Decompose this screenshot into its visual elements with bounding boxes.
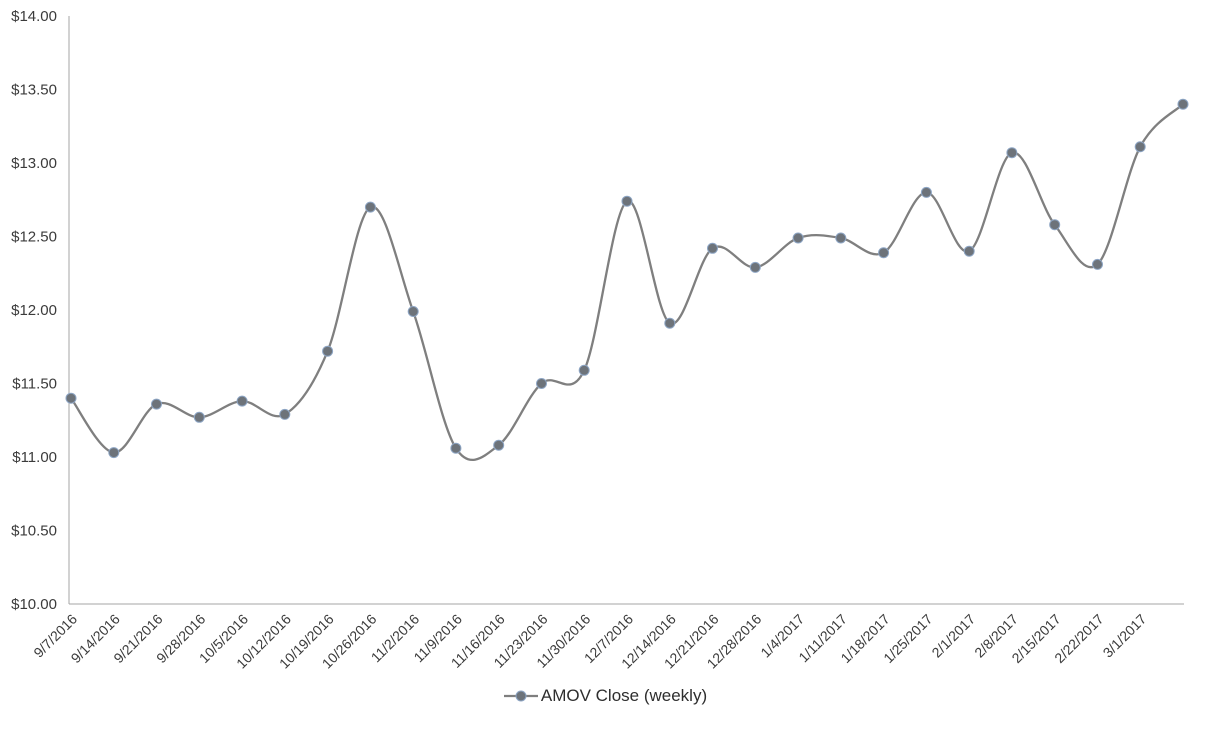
- legend: AMOV Close (weekly): [0, 686, 1210, 706]
- data-point-marker: [493, 439, 505, 451]
- data-point-marker: [65, 392, 77, 404]
- data-point-marker: [108, 447, 120, 459]
- y-tick-label: $11.50: [12, 376, 57, 393]
- y-tick-label: $13.50: [11, 82, 57, 99]
- y-tick-label: $13.00: [11, 155, 57, 172]
- y-tick-label: $12.00: [11, 302, 57, 319]
- data-point-marker: [407, 306, 419, 317]
- data-point-marker: [151, 398, 162, 410]
- data-point-marker: [835, 232, 847, 244]
- data-point-marker: [1049, 219, 1061, 231]
- series-line: [69, 103, 1185, 461]
- data-point-marker: [707, 242, 718, 254]
- data-point-marker: [578, 364, 590, 376]
- x-tick-label: 2/1/2017: [928, 611, 978, 661]
- y-tick-label: $11.00: [12, 449, 57, 466]
- data-point-marker: [193, 411, 205, 423]
- data-point-marker: [963, 245, 975, 257]
- data-point-marker: [279, 408, 291, 420]
- data-point-marker: [450, 442, 462, 454]
- y-tick-label: $10.00: [11, 596, 57, 613]
- data-point-marker: [1006, 147, 1018, 159]
- data-point-marker: [322, 345, 334, 357]
- data-point-marker: [749, 261, 761, 273]
- legend-label: AMOV Close (weekly): [540, 686, 708, 705]
- data-point-marker: [536, 378, 547, 389]
- data-point-marker: [364, 201, 376, 213]
- data-point-marker: [1177, 98, 1189, 110]
- legend-line-marker-icon: [503, 690, 538, 702]
- data-point-marker: [664, 317, 676, 329]
- y-tick-label: $10.50: [11, 523, 57, 540]
- data-point-marker: [792, 232, 804, 244]
- line-chart: $14.00 $13.50 $13.00 $12.50 $12.00 $11.50 $11.…: [11, 8, 1189, 672]
- y-tick-label: $14.00: [11, 8, 57, 25]
- y-tick-label: $12.50: [11, 229, 57, 246]
- data-point-marker: [1092, 258, 1103, 270]
- data-point-marker: [621, 195, 633, 207]
- data-point-marker: [236, 395, 248, 407]
- data-point-marker: [878, 247, 890, 259]
- data-point-marker: [1134, 141, 1146, 153]
- data-point-marker: [920, 186, 932, 198]
- x-tick-label: 3/1/2017: [1100, 611, 1150, 661]
